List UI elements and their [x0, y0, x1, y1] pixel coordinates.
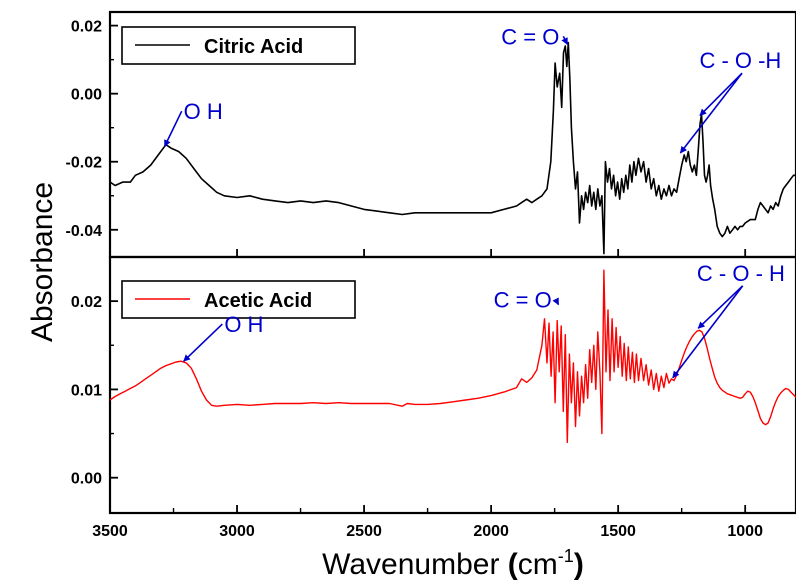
x-axis-ticks: 3500 3000 2500 2000 1500 1000 — [92, 249, 763, 540]
x-axis-title-superscript: -1 — [558, 546, 574, 566]
citric-acid-series-line — [110, 41, 796, 255]
acetic-acid-panel: 0.02 0.01 0.00 Acetic Acid O H C = O C - O -… — [71, 255, 796, 515]
acetic-y-tick-label: 0.00 — [71, 471, 102, 488]
citric-annotation-1-label: C = O — [501, 24, 559, 49]
x-tick-label: 1000 — [727, 523, 763, 540]
x-tick-label: 3000 — [219, 523, 255, 540]
x-tick-label: 2000 — [473, 523, 509, 540]
acetic-acid-series-line — [110, 269, 796, 444]
citric-annotation-2-arrow-1 — [699, 72, 743, 117]
x-tick-label: 1500 — [600, 523, 636, 540]
acetic-legend: Acetic Acid — [121, 280, 356, 319]
x-axis-title-open-paren: ( — [508, 548, 518, 581]
citric-annotation-2-label: C - O -H — [699, 48, 781, 73]
acetic-annotation-0-arrow — [183, 323, 223, 362]
citric-y-tick-label: 0.02 — [71, 19, 102, 36]
citric-legend-label: Citric Acid — [204, 36, 303, 58]
acetic-annotation-0-label: O H — [224, 312, 263, 337]
acetic-y-ticks: 0.02 0.01 0.00 — [71, 294, 118, 488]
citric-y-ticks: 0.02 0.00 -0.02 -0.04 — [66, 19, 118, 240]
acetic-legend-label: Acetic Acid — [204, 290, 312, 312]
citric-legend: Citric Acid — [121, 26, 356, 65]
x-axis-title-main: Wavenumber — [322, 548, 508, 581]
acetic-y-tick-label: 0.02 — [71, 294, 102, 311]
acetic-annotation-2-arrow-1 — [697, 285, 744, 329]
citric-annotation-2-arrow-0 — [679, 72, 743, 154]
x-axis-title-close-paren: ) — [574, 548, 584, 581]
x-axis-title: Wavenumber (cm-1) — [322, 546, 584, 581]
acetic-annotation-1-label: C = O — [494, 287, 552, 312]
citric-y-tick-label: -0.04 — [66, 223, 103, 240]
acetic-annotation-2-arrow-0 — [672, 285, 744, 379]
acetic-plot-frame — [108, 255, 796, 515]
citric-annotation-1-arrow — [561, 35, 569, 45]
citric-annotation-0-label: O H — [184, 99, 223, 124]
x-axis-title-unit: cm — [518, 548, 558, 581]
citric-acid-panel: 0.02 0.00 -0.02 -0.04 Citric Acid O H C = O C… — [66, 10, 796, 259]
acetic-y-tick-label: 0.01 — [71, 382, 102, 399]
acetic-annotations: O H C = O C - O - H — [183, 261, 785, 379]
acetic-axes — [108, 255, 796, 515]
x-tick-label: 3500 — [92, 523, 128, 540]
x-tick-label: 2500 — [346, 523, 382, 540]
citric-y-tick-label: -0.02 — [66, 155, 103, 172]
citric-annotation-0-arrow — [163, 110, 183, 148]
citric-annotations: O H C = O C - O -H — [163, 24, 781, 154]
acetic-annotation-1-arrow — [552, 297, 560, 306]
y-axis-title: Absorbance — [26, 182, 59, 342]
citric-y-tick-label: 0.00 — [71, 87, 102, 104]
acetic-annotation-2-label: C - O - H — [697, 261, 785, 286]
